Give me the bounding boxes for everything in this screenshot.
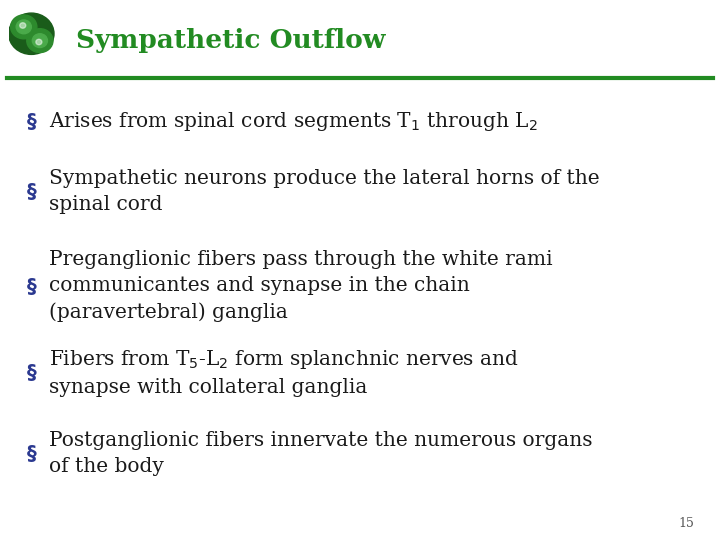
Text: Arises from spinal cord segments T$_1$ through L$_2$: Arises from spinal cord segments T$_1$ t… — [49, 110, 538, 133]
Text: Sympathetic neurons produce the lateral horns of the
spinal cord: Sympathetic neurons produce the lateral … — [49, 170, 600, 214]
Text: Preganglionic fibers pass through the white rami
communicantes and synapse in th: Preganglionic fibers pass through the wh… — [49, 251, 552, 322]
Ellipse shape — [9, 13, 54, 55]
Text: §: § — [27, 363, 37, 382]
Ellipse shape — [32, 33, 48, 48]
Ellipse shape — [16, 20, 32, 33]
Text: §: § — [27, 182, 37, 201]
Ellipse shape — [27, 29, 53, 52]
Text: 15: 15 — [679, 517, 695, 530]
Text: §: § — [27, 112, 37, 131]
Ellipse shape — [11, 15, 37, 39]
Text: §: § — [27, 444, 37, 463]
Text: Sympathetic Outflow: Sympathetic Outflow — [76, 28, 385, 53]
Ellipse shape — [19, 23, 26, 28]
Text: Fibers from T$_5$-L$_2$ form splanchnic nerves and
synapse with collateral gangl: Fibers from T$_5$-L$_2$ form splanchnic … — [49, 348, 519, 397]
Text: §: § — [27, 276, 37, 296]
Text: Postganglionic fibers innervate the numerous organs
of the body: Postganglionic fibers innervate the nume… — [49, 431, 593, 476]
Ellipse shape — [36, 39, 42, 45]
